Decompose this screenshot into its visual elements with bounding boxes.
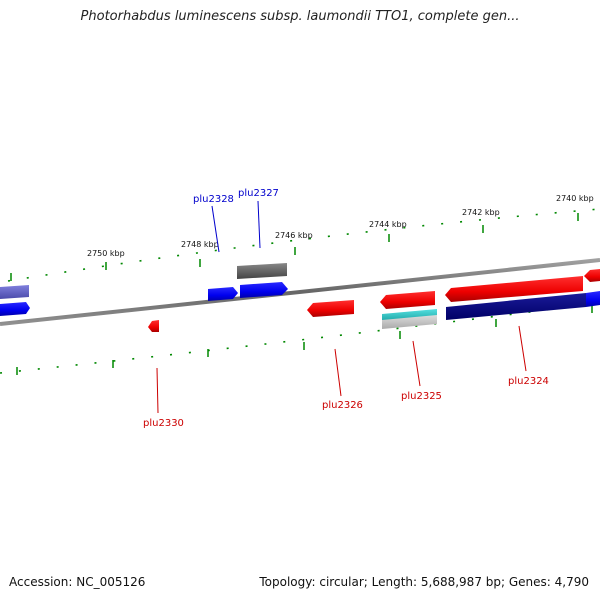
gene-plu2330[interactable]: [148, 320, 159, 332]
upper-major-ticks: [10, 213, 579, 281]
label-plu2326[interactable]: plu2326: [322, 400, 363, 411]
accession-text: Accession: NC_005126: [9, 575, 146, 589]
label-leaders: [156, 200, 527, 414]
scale-label-2748: 2748 kbp: [181, 240, 219, 249]
gene-plu2328[interactable]: [208, 287, 238, 301]
gene-plu2325-cyan[interactable]: [382, 309, 437, 329]
label-plu2324[interactable]: plu2324: [508, 376, 549, 387]
genome-summary-text: Topology: circular; Length: 5,688,987 bp…: [259, 575, 589, 589]
scale-label-2744: 2744 kbp: [369, 220, 407, 229]
label-plu2325[interactable]: plu2325: [401, 391, 442, 402]
scale-label-2740: 2740 kbp: [556, 194, 594, 203]
scale-label-2746: 2746 kbp: [275, 231, 313, 240]
gene-grey[interactable]: [237, 263, 287, 279]
scale-label-2750: 2750 kbp: [87, 249, 125, 258]
gene-plu2327[interactable]: [240, 282, 288, 298]
label-plu2330[interactable]: plu2330: [143, 418, 184, 429]
map-title: Photorhabdus luminescens subsp. laumondi…: [80, 9, 520, 24]
gene-navy[interactable]: [446, 291, 600, 320]
scale-label-2742: 2742 kbp: [462, 208, 500, 217]
gene-right-red[interactable]: [584, 269, 600, 282]
gene-plu2324[interactable]: [445, 276, 583, 302]
gene-left-blue[interactable]: [0, 302, 30, 316]
label-plu2327[interactable]: plu2327: [238, 188, 279, 199]
gene-left-pale[interactable]: [0, 285, 29, 299]
label-plu2328[interactable]: plu2328: [193, 194, 234, 205]
genome-backbone: [0, 258, 600, 326]
gene-plu2325-red[interactable]: [380, 291, 435, 309]
gene-plu2326[interactable]: [307, 300, 354, 317]
lower-major-ticks: [16, 305, 593, 375]
